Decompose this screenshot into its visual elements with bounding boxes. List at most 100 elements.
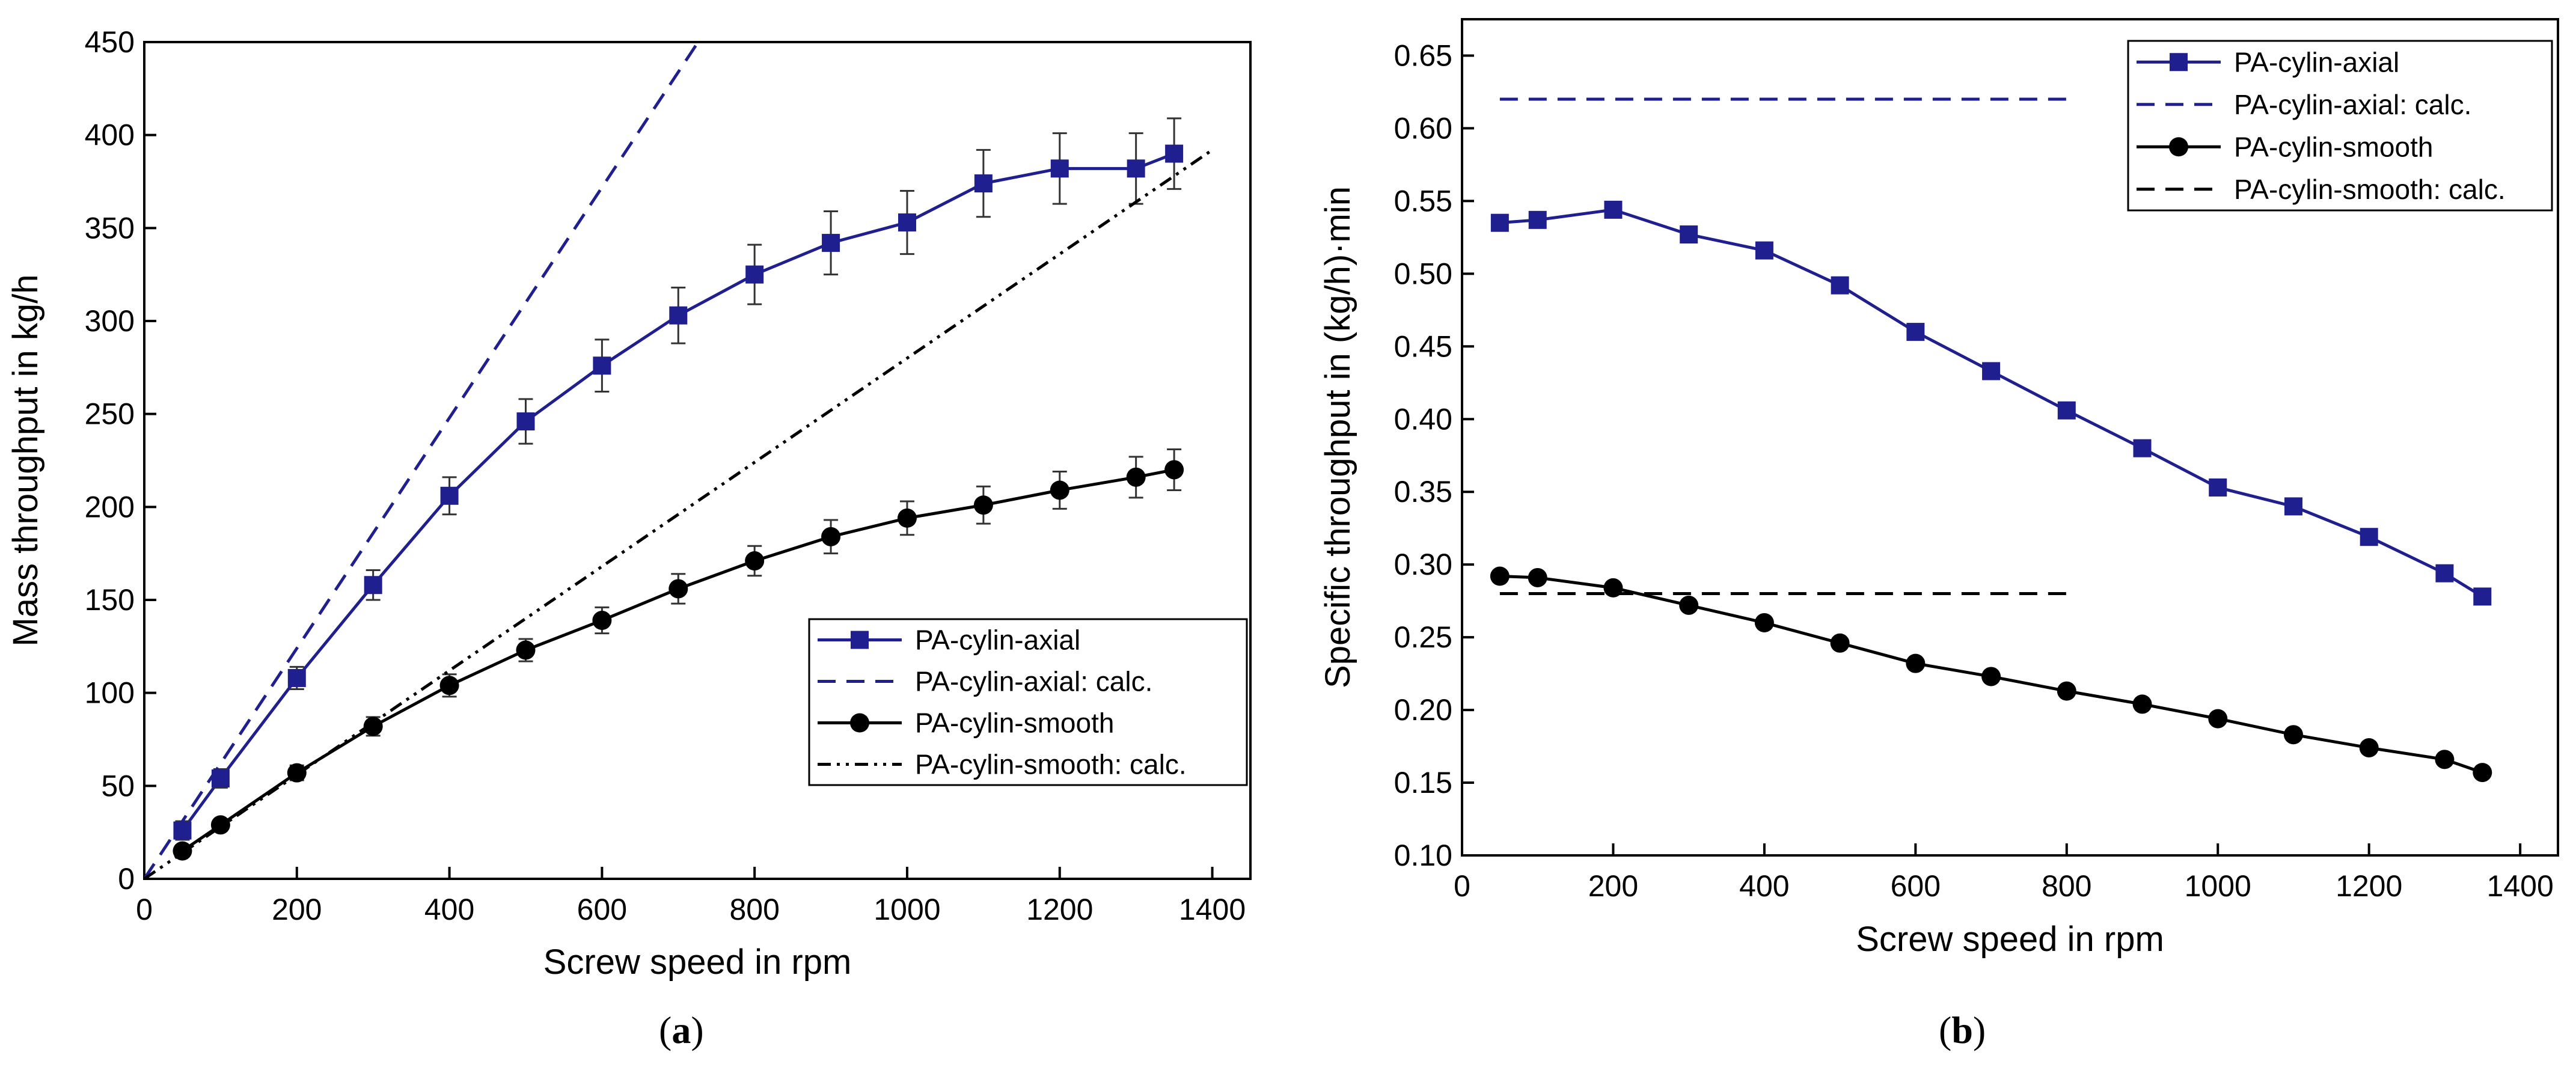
y-tick-label: 0.20 xyxy=(1394,693,1452,727)
data-point-pa-cylin-smooth xyxy=(1830,633,1850,653)
panel-b: 0 200 400 600 800 1000 1200 1400 0.10 0.15 0.20 0.2… xyxy=(1318,18,2559,1051)
data-point-pa-cylin-axial xyxy=(2284,497,2302,516)
panel-a: 0 200 400 600 800 1000 1200 1400 0 50 100 150 200 250… xyxy=(6,25,1252,1051)
legend-marker xyxy=(850,713,869,733)
legend-label: PA-cylin-smooth xyxy=(2234,131,2433,162)
data-point-pa-cylin-smooth xyxy=(1528,567,1547,587)
data-point-pa-cylin-smooth xyxy=(2473,763,2492,783)
data-point-pa-cylin-axial xyxy=(1490,213,1509,232)
data-point-pa-cylin-smooth xyxy=(897,508,917,528)
data-point-pa-cylin-axial xyxy=(593,356,611,375)
data-area xyxy=(1490,97,2492,783)
data-point-pa-cylin-smooth xyxy=(2208,709,2228,729)
data-point-pa-cylin-axial xyxy=(2209,478,2227,497)
x-tick-label: 400 xyxy=(1739,869,1789,903)
y-tick-label: 350 xyxy=(85,211,135,245)
legend-label: PA-cylin-axial xyxy=(2234,46,2399,78)
data-point-pa-cylin-smooth xyxy=(1126,467,1146,487)
data-point-pa-cylin-smooth xyxy=(1679,595,1699,615)
data-point-pa-cylin-axial xyxy=(440,486,459,505)
data-point-pa-cylin-smooth xyxy=(2132,694,2152,714)
y-tick-label: 50 xyxy=(101,769,135,802)
y-tick-label: 250 xyxy=(85,397,135,431)
y-tick-label: 150 xyxy=(85,583,135,617)
data-point-pa-cylin-axial xyxy=(898,213,916,232)
data-point-pa-cylin-axial xyxy=(1906,323,1925,341)
legend-box xyxy=(2127,40,2553,212)
data-point-pa-cylin-smooth xyxy=(1050,480,1069,500)
data-point-pa-cylin-axial xyxy=(1982,362,2001,381)
y-axis-label: Mass throughput in kg/h xyxy=(6,274,45,646)
x-tick-label: 1000 xyxy=(2185,869,2251,903)
data-point-pa-cylin-smooth xyxy=(2283,725,2303,745)
panel-label: (a) xyxy=(659,1009,704,1051)
data-point-pa-cylin-smooth xyxy=(363,717,383,736)
legend-label: PA-cylin-axial xyxy=(915,625,1080,656)
data-point-pa-cylin-axial xyxy=(1755,241,1773,260)
data-point-pa-cylin-axial xyxy=(2435,564,2454,582)
x-tick-label: 800 xyxy=(2042,869,2091,903)
panel-label-part: ) xyxy=(691,1009,703,1051)
data-point-pa-cylin-smooth xyxy=(973,495,993,515)
y-tick-label: 0.25 xyxy=(1394,620,1452,654)
x-tick-label: 1000 xyxy=(873,893,940,926)
legend-marker xyxy=(851,631,869,649)
y-tick-label: 0.15 xyxy=(1394,766,1452,799)
panel-label-part: a xyxy=(672,1009,691,1051)
panel-label-part: ) xyxy=(1973,1009,1986,1051)
data-point-pa-cylin-axial xyxy=(1127,159,1145,178)
panel-label-part: ( xyxy=(1939,1009,1951,1051)
data-point-pa-cylin-smooth xyxy=(516,640,536,660)
panel-label-part: b xyxy=(1951,1009,1973,1051)
series-line-pa-cylin-smooth-calc xyxy=(144,148,1213,879)
data-point-pa-cylin-axial xyxy=(669,306,688,325)
plot-frame xyxy=(143,41,1252,880)
data-point-pa-cylin-axial xyxy=(1680,225,1698,244)
y-tick-label: 0 xyxy=(118,862,135,896)
legend-label: PA-cylin-smooth: calc. xyxy=(915,749,1187,780)
data-point-pa-cylin-smooth xyxy=(745,551,765,571)
data-point-pa-cylin-axial xyxy=(1050,159,1069,178)
y-tick-label: 0.35 xyxy=(1394,475,1452,509)
y-tick-label: 100 xyxy=(85,676,135,710)
x-tick-label: 600 xyxy=(577,893,627,926)
x-tick-label: 1400 xyxy=(2487,869,2554,903)
y-tick-label: 0.65 xyxy=(1394,38,1452,72)
y-tick-label: 0.10 xyxy=(1394,839,1452,872)
series-line-pa-cylin-axial xyxy=(1499,208,2483,598)
data-point-pa-cylin-axial xyxy=(745,265,764,284)
data-point-pa-cylin-smooth xyxy=(287,763,307,783)
y-tick-label: 0.50 xyxy=(1394,257,1452,290)
x-tick-label: 1200 xyxy=(1026,893,1093,926)
data-point-pa-cylin-smooth xyxy=(821,527,841,546)
data-point-pa-cylin-axial xyxy=(364,576,382,595)
data-point-pa-cylin-axial xyxy=(1831,276,1849,295)
legend-label: PA-cylin-axial: calc. xyxy=(2234,89,2471,120)
data-point-pa-cylin-axial xyxy=(2057,401,2076,420)
data-point-pa-cylin-smooth xyxy=(592,611,612,631)
y-tick-label: 300 xyxy=(85,304,135,338)
data-point-pa-cylin-axial xyxy=(1528,210,1547,229)
x-tick-label: 200 xyxy=(272,893,322,926)
legend-label: PA-cylin-axial: calc. xyxy=(915,666,1152,697)
data-point-pa-cylin-axial xyxy=(1165,144,1184,163)
series-line-pa-cylin-axial-calc xyxy=(144,42,700,879)
data-area xyxy=(144,42,1213,879)
y-tick-label: 0.55 xyxy=(1394,184,1452,218)
panel-label-part: ( xyxy=(659,1009,672,1051)
data-point-pa-cylin-smooth xyxy=(1906,653,1926,673)
data-point-pa-cylin-axial xyxy=(2133,439,2152,457)
x-axis-label: Screw speed in rpm xyxy=(1856,920,2164,959)
data-point-pa-cylin-axial xyxy=(516,412,535,431)
x-tick-label: 0 xyxy=(1454,869,1470,903)
y-tick-label: 200 xyxy=(85,490,135,524)
x-tick-label: 400 xyxy=(424,893,474,926)
data-point-pa-cylin-smooth xyxy=(2359,738,2379,757)
x-tick-label: 600 xyxy=(1891,869,1941,903)
y-tick-label: 0.40 xyxy=(1394,402,1452,436)
data-point-pa-cylin-smooth xyxy=(1164,460,1184,480)
data-point-pa-cylin-axial xyxy=(1604,200,1623,219)
x-axis-label: Screw speed in rpm xyxy=(543,943,852,982)
data-point-pa-cylin-smooth xyxy=(439,676,459,695)
